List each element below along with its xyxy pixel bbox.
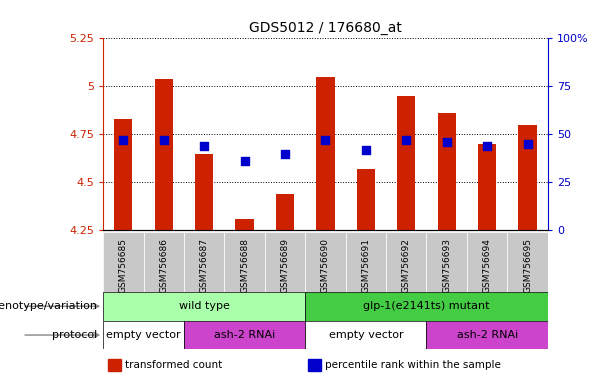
Bar <box>184 321 305 349</box>
Bar <box>184 232 224 292</box>
Bar <box>346 232 386 292</box>
Bar <box>236 219 254 230</box>
Text: GSM756686: GSM756686 <box>159 238 168 293</box>
Text: transformed count: transformed count <box>125 360 223 370</box>
Point <box>200 143 209 149</box>
Text: glp-1(e2141ts) mutant: glp-1(e2141ts) mutant <box>363 301 489 311</box>
Text: GSM756688: GSM756688 <box>240 238 249 293</box>
Text: GSM756685: GSM756685 <box>119 238 128 293</box>
Bar <box>276 194 294 230</box>
Bar <box>103 232 144 292</box>
Bar <box>103 292 305 321</box>
Text: ash-2 RNAi: ash-2 RNAi <box>456 330 518 340</box>
Bar <box>467 232 507 292</box>
Bar <box>103 321 184 349</box>
Bar <box>507 232 548 292</box>
Bar <box>386 232 426 292</box>
Point <box>280 151 290 157</box>
Point <box>402 137 411 143</box>
Bar <box>357 169 375 230</box>
Bar <box>108 359 121 371</box>
Title: GDS5012 / 176680_at: GDS5012 / 176680_at <box>249 21 402 35</box>
Bar <box>224 232 265 292</box>
Bar <box>316 77 335 230</box>
Text: GSM756691: GSM756691 <box>361 238 370 293</box>
Text: GSM756694: GSM756694 <box>482 238 492 293</box>
Bar <box>114 119 133 230</box>
Point <box>523 141 532 147</box>
Point <box>240 158 249 164</box>
Text: ash-2 RNAi: ash-2 RNAi <box>214 330 275 340</box>
Bar <box>305 232 346 292</box>
Bar <box>265 232 305 292</box>
Point <box>442 139 451 145</box>
Point <box>482 143 492 149</box>
Bar <box>438 113 456 230</box>
Bar <box>195 154 213 230</box>
Point <box>361 147 370 153</box>
Bar <box>426 232 467 292</box>
Text: empty vector: empty vector <box>106 330 181 340</box>
Bar <box>305 292 548 321</box>
Text: GSM756690: GSM756690 <box>321 238 330 293</box>
Text: GSM756692: GSM756692 <box>402 238 411 293</box>
Text: genotype/variation: genotype/variation <box>0 301 97 311</box>
Text: wild type: wild type <box>178 301 230 311</box>
Point <box>118 137 128 143</box>
Point <box>320 137 330 143</box>
Bar <box>305 321 426 349</box>
Bar <box>518 125 537 230</box>
Text: GSM756695: GSM756695 <box>523 238 532 293</box>
Bar <box>307 359 321 371</box>
Bar <box>397 96 415 230</box>
Bar <box>155 79 173 230</box>
Bar <box>426 321 548 349</box>
Text: percentile rank within the sample: percentile rank within the sample <box>325 360 501 370</box>
Text: empty vector: empty vector <box>329 330 403 340</box>
Text: protocol: protocol <box>52 330 97 340</box>
Bar <box>144 232 184 292</box>
Text: GSM756689: GSM756689 <box>280 238 290 293</box>
Point <box>159 137 168 143</box>
Bar <box>478 144 496 230</box>
Text: GSM756687: GSM756687 <box>200 238 209 293</box>
Text: GSM756693: GSM756693 <box>442 238 451 293</box>
